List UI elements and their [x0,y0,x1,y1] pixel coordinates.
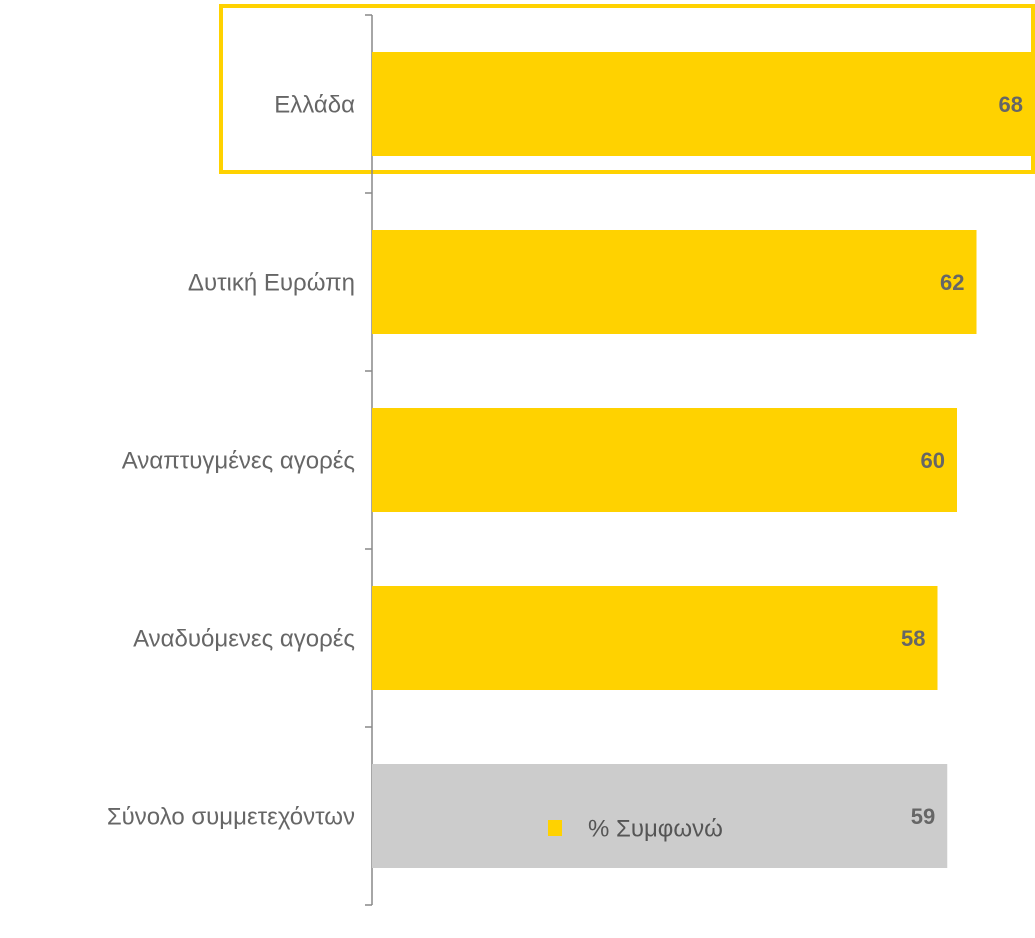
value-label: 62 [940,270,964,295]
value-label: 60 [921,448,945,473]
legend-swatch [548,820,562,836]
bar [372,764,948,868]
value-label: 58 [901,626,925,651]
legend-label: % Συμφωνώ [588,815,723,842]
category-label: Αναδυόμενες αγορές [133,625,355,652]
bar [372,230,977,334]
value-label: 59 [911,804,935,829]
category-label: Σύνολο συμμετεχόντων [107,803,355,830]
legend-swatch [562,820,576,836]
category-label: Ελλάδα [274,91,355,118]
bar [372,586,938,690]
category-label: Αναπτυγμένες αγορές [122,447,355,474]
bar [372,52,1035,156]
bar [372,408,957,512]
category-label: Δυτική Ευρώπη [188,269,355,296]
value-label: 68 [999,92,1023,117]
